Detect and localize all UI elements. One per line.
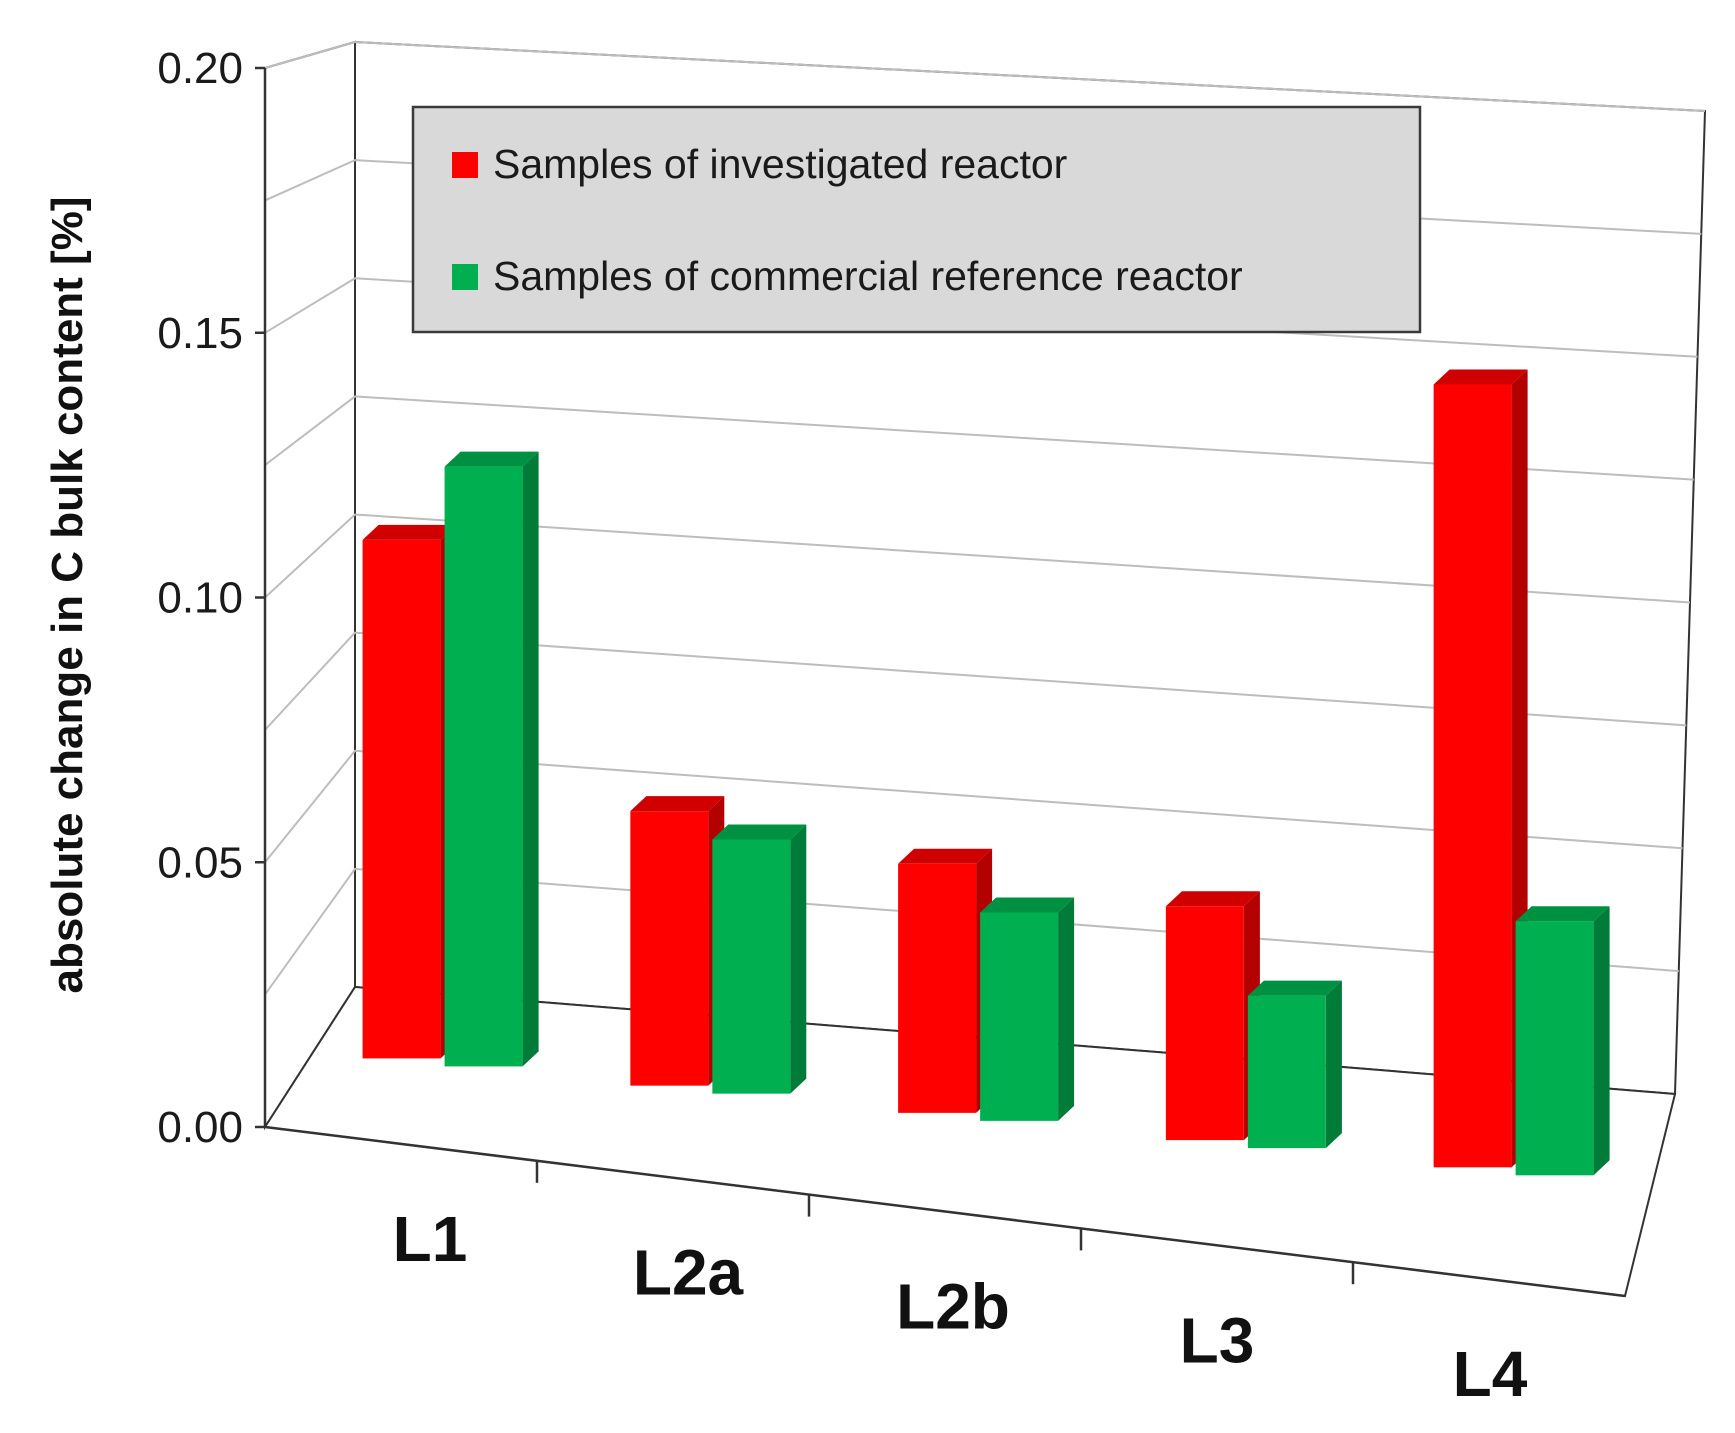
bar-l3-commercial xyxy=(1247,980,1342,1149)
x-tick-label-l2b: L2b xyxy=(896,1271,1010,1343)
bar-l4-commercial xyxy=(1515,906,1610,1176)
legend: Samples of investigated reactor Samples … xyxy=(411,105,1422,334)
x-tick-label-l2a: L2a xyxy=(633,1237,744,1309)
gridline xyxy=(264,631,1687,731)
bar-l3-investigated xyxy=(1165,891,1260,1141)
x-axis-line xyxy=(264,1125,1626,1298)
y-tick-label: 0.20 xyxy=(157,44,243,93)
x-tick-label-l3: L3 xyxy=(1180,1304,1255,1376)
legend-swatch-commercial xyxy=(452,264,478,290)
y-axis-ticks: 0.00 0.05 0.10 0.15 0.20 xyxy=(157,44,265,1152)
x-tick-label-l4: L4 xyxy=(1453,1338,1528,1410)
bar-l2a-commercial xyxy=(712,824,807,1094)
gridline xyxy=(264,749,1683,863)
y-tick-label: 0.05 xyxy=(157,838,243,887)
bars xyxy=(362,369,1610,1176)
y-axis-label: absolute change in C bulk content [%] xyxy=(43,197,92,994)
legend-label-investigated: Samples of investigated reactor xyxy=(493,141,1067,187)
bar-l2b-investigated xyxy=(898,848,993,1113)
y-tick-label: 0.15 xyxy=(157,309,243,358)
legend-swatch-investigated xyxy=(452,152,478,178)
legend-label-commercial: Samples of commercial reference reactor xyxy=(493,253,1243,299)
bar-l1-commercial xyxy=(444,451,539,1067)
legend-box xyxy=(411,105,1422,334)
gridline xyxy=(264,40,1706,112)
bar-l2b-commercial xyxy=(980,897,1075,1121)
x-axis-ticks: L1 L2a L2b L3 L4 xyxy=(393,1160,1528,1410)
bar-l1-investigated xyxy=(362,524,457,1059)
y-tick-label: 0.10 xyxy=(157,574,243,623)
gridline xyxy=(264,513,1691,604)
x-tick-label-l1: L1 xyxy=(393,1203,468,1275)
bar-l4-investigated xyxy=(1433,369,1528,1168)
bar-l2a-investigated xyxy=(630,796,725,1086)
y-tick-label: 0.00 xyxy=(157,1103,243,1152)
gridline xyxy=(264,395,1694,481)
